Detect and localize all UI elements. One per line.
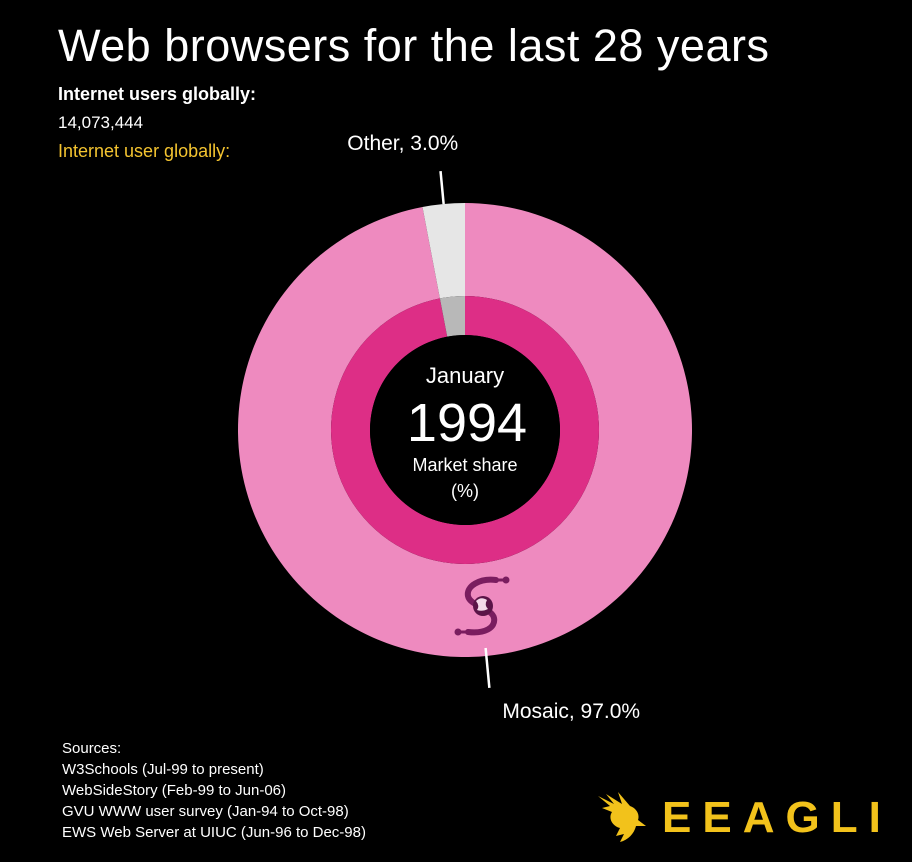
center-caption-line2: (%) bbox=[451, 481, 479, 501]
leader-line-mosaic bbox=[484, 647, 491, 688]
slice-label-other: Other, 3.0% bbox=[347, 132, 458, 155]
brand-name: EEAGLI bbox=[662, 793, 892, 842]
source-item: W3Schools (Jul-99 to present) bbox=[62, 761, 264, 778]
mosaic-logo-icon bbox=[454, 576, 510, 636]
center-caption-line1: Market share bbox=[412, 455, 517, 475]
internet-users-label: Internet users globally: bbox=[58, 84, 257, 104]
sources-heading: Sources: bbox=[62, 740, 122, 757]
slice-inner-other bbox=[439, 296, 465, 337]
brand-logo: EEAGLI bbox=[596, 790, 892, 846]
slice-other bbox=[422, 203, 465, 299]
slice-mosaic bbox=[238, 203, 693, 657]
internet-users-value: 14,073,444 bbox=[58, 113, 144, 132]
center-hole bbox=[370, 335, 560, 525]
center-month: January bbox=[426, 363, 504, 388]
source-item: WebSideStory (Feb-99 to Jun-06) bbox=[62, 782, 286, 799]
source-item: GVU WWW user survey (Jan-94 to Oct-98) bbox=[62, 803, 349, 820]
eagle-icon bbox=[598, 792, 646, 842]
source-item: EWS Web Server at UIUC (Jun-96 to Dec-98… bbox=[62, 824, 366, 841]
sources-block: Sources: W3Schools (Jul-99 to present) W… bbox=[62, 738, 366, 843]
center-year: 1994 bbox=[407, 393, 527, 453]
page-title: Web browsers for the last 28 years bbox=[58, 20, 770, 71]
internet-users-label-secondary: Internet user globally: bbox=[58, 141, 231, 161]
slice-label-mosaic: Mosaic, 97.0% bbox=[502, 700, 640, 723]
leader-line-other bbox=[439, 171, 445, 205]
